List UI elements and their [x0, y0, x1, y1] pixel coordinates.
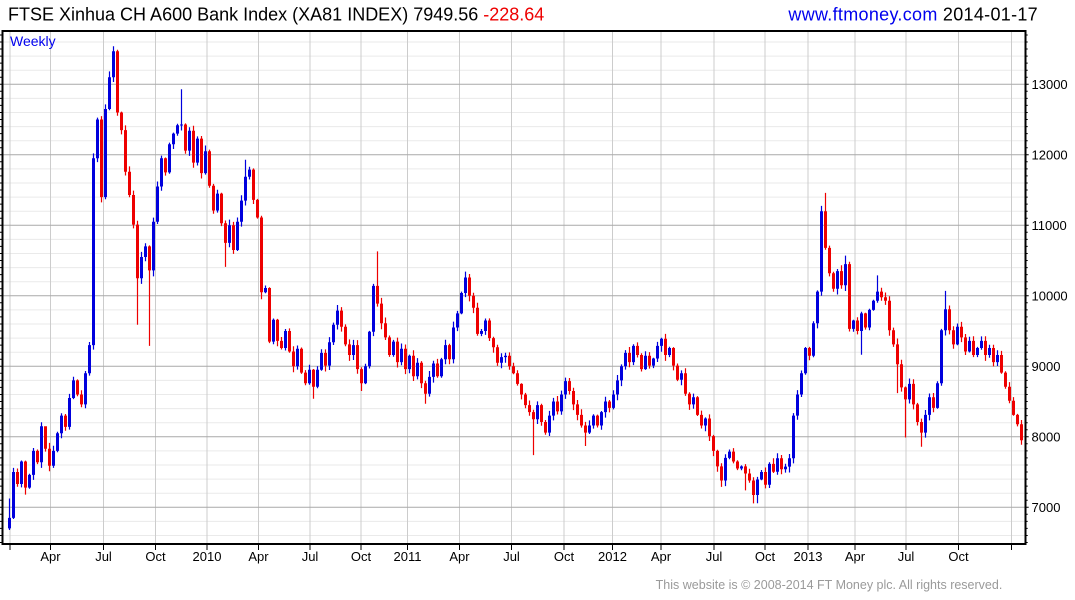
- svg-text:2010: 2010: [193, 549, 222, 564]
- svg-text:Oct: Oct: [145, 549, 166, 564]
- svg-text:Apr: Apr: [248, 549, 269, 564]
- svg-text:2012: 2012: [598, 549, 627, 564]
- svg-text:2013: 2013: [794, 549, 823, 564]
- svg-text:7000: 7000: [1032, 500, 1061, 515]
- svg-text:Weekly: Weekly: [10, 33, 56, 49]
- svg-text:9000: 9000: [1032, 359, 1061, 374]
- svg-text:Jul: Jul: [302, 549, 319, 564]
- svg-text:Apr: Apr: [845, 549, 866, 564]
- svg-text:www.ftmoney.com 2014-01-17: www.ftmoney.com 2014-01-17: [787, 5, 1038, 25]
- svg-text:10000: 10000: [1032, 288, 1068, 303]
- svg-text:13000: 13000: [1032, 77, 1068, 92]
- svg-text:Apr: Apr: [449, 549, 470, 564]
- svg-text:Jul: Jul: [95, 549, 112, 564]
- svg-text:Jul: Jul: [503, 549, 520, 564]
- svg-text:Apr: Apr: [651, 549, 672, 564]
- svg-text:8000: 8000: [1032, 429, 1061, 444]
- svg-text:Jul: Jul: [706, 549, 723, 564]
- svg-text:FTSE Xinhua CH A600 Bank Index: FTSE Xinhua CH A600 Bank Index (XA81 IND…: [8, 5, 544, 25]
- svg-text:Oct: Oct: [948, 549, 969, 564]
- svg-text:Apr: Apr: [40, 549, 61, 564]
- svg-text:Oct: Oct: [351, 549, 372, 564]
- svg-text:Oct: Oct: [755, 549, 776, 564]
- svg-text:12000: 12000: [1032, 147, 1068, 162]
- svg-text:Jul: Jul: [898, 549, 915, 564]
- svg-text:11000: 11000: [1032, 218, 1067, 233]
- svg-text:2011: 2011: [394, 549, 422, 564]
- svg-text:This website is © 2008-2014 FT: This website is © 2008-2014 FT Money plc…: [656, 578, 1003, 592]
- svg-text:Oct: Oct: [554, 549, 575, 564]
